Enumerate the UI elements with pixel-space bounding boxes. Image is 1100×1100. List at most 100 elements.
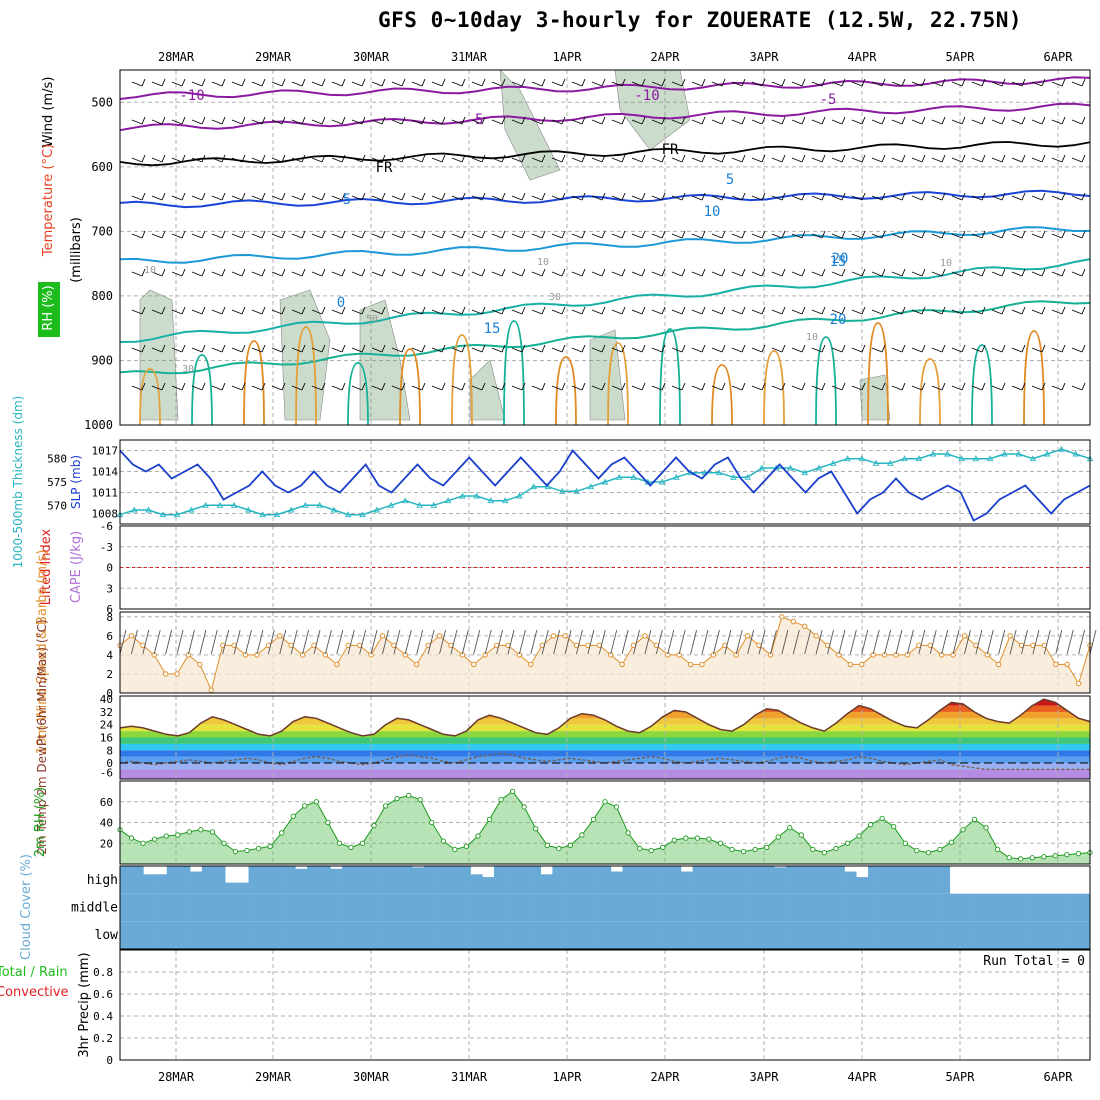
wind-barb (416, 629, 424, 655)
wind-barb (771, 385, 783, 391)
date-label-top: 6APR (1044, 50, 1074, 64)
cloud-bar-middle (505, 893, 518, 922)
thickness-marker (145, 506, 152, 513)
wind-barb (176, 629, 184, 655)
wind-barb (861, 306, 866, 315)
wind-barb (631, 81, 643, 87)
wind-barb (633, 629, 640, 655)
wind-barb (931, 119, 943, 125)
thickness-marker (159, 511, 167, 518)
isotherm-line (119, 258, 1091, 343)
wind-barb (491, 157, 503, 163)
wind-barb (931, 233, 943, 239)
wind-barb (471, 309, 483, 315)
rh-marker (232, 848, 239, 855)
wind-barb (221, 116, 226, 125)
date-label-top: 1APR (553, 50, 583, 64)
rh-panel-frame (119, 780, 1091, 865)
wind-barb (531, 195, 543, 201)
cloud-bar-high (458, 866, 471, 894)
wind-barb (891, 157, 903, 163)
wind-barb (681, 230, 686, 239)
wind-barb (1081, 382, 1086, 391)
wind-barb (751, 195, 763, 201)
wind-speed-marker (528, 661, 534, 668)
cloud-bar-middle (680, 893, 693, 922)
wind-barb (631, 157, 643, 163)
precip-panel-frame (119, 949, 1091, 1061)
cloud-bar-high (622, 866, 635, 894)
wind-barb (761, 344, 766, 353)
wind-barb (644, 629, 652, 655)
rh-marker (198, 827, 204, 833)
wind-barb (301, 154, 306, 163)
wind-barb (301, 306, 306, 315)
wind-barb (518, 629, 526, 655)
cloud-bar-high (517, 866, 530, 894)
wind-barb (231, 385, 243, 391)
wind-barb (711, 309, 723, 315)
wind-barb (611, 233, 623, 239)
wind-area (120, 616, 1090, 693)
wind-barb (471, 347, 483, 353)
wind-barb (351, 157, 363, 163)
wind-barb (401, 230, 406, 239)
wind-barb (311, 385, 323, 391)
wind-barb (971, 385, 983, 391)
wind-barb (821, 192, 826, 201)
wind-barb (731, 385, 743, 391)
wind-barb (1061, 154, 1066, 163)
thickness-marker (1015, 450, 1022, 457)
wind-barb (651, 271, 663, 277)
wind-barb (691, 233, 703, 239)
thickness-marker (1072, 450, 1080, 457)
cloud-bar-middle (891, 893, 904, 922)
cloud-bar-middle (540, 893, 553, 922)
wind-barb (191, 271, 203, 277)
cloud-bar-low (867, 921, 880, 949)
wind-barb (941, 382, 946, 391)
isotherm-loop (555, 356, 577, 426)
wind-barb (811, 81, 823, 87)
thickness-marker (202, 501, 209, 508)
cloud-bar-middle (996, 893, 1009, 922)
wind-barb (151, 347, 163, 353)
wind-barb (291, 309, 303, 315)
cloud-bar-middle (447, 893, 460, 922)
thickness-marker (558, 487, 566, 494)
wind-barb (290, 629, 298, 655)
cloud-bar-low (1031, 921, 1044, 949)
wind-barb (872, 629, 880, 655)
cloud-bar-high (470, 874, 483, 894)
wind-barb (551, 309, 563, 315)
thickness-marker (344, 511, 352, 518)
wind-barb (151, 309, 163, 315)
cloud-bar-low (903, 921, 915, 949)
wind-barb (153, 629, 161, 655)
wind-barb (981, 78, 986, 87)
wind-barb (1031, 195, 1043, 201)
wind-barb (261, 116, 266, 125)
cloud-bar-high (762, 866, 775, 894)
wind-barb (751, 271, 763, 277)
ylabel-millibars: (millibars) (69, 217, 84, 283)
wind-barb (1031, 309, 1043, 315)
isotherm-loop (763, 350, 785, 426)
cloud-bar-middle (201, 893, 214, 922)
wind-barb (841, 344, 846, 353)
wind-barb (1001, 192, 1006, 201)
cloud-bar-middle (213, 893, 226, 922)
wind-barb (1089, 629, 1097, 655)
wind-barb (641, 116, 646, 125)
wind-barb (871, 233, 883, 239)
wind-barb (511, 271, 523, 277)
cloud-bar-middle (716, 893, 729, 922)
wind-barb (188, 629, 195, 655)
wind-barb (721, 154, 726, 163)
wind-barb (895, 629, 903, 655)
wind-barb (631, 385, 643, 391)
wind-barb (781, 382, 786, 391)
isotherm-loop (711, 364, 733, 426)
wind-barb (581, 382, 586, 391)
